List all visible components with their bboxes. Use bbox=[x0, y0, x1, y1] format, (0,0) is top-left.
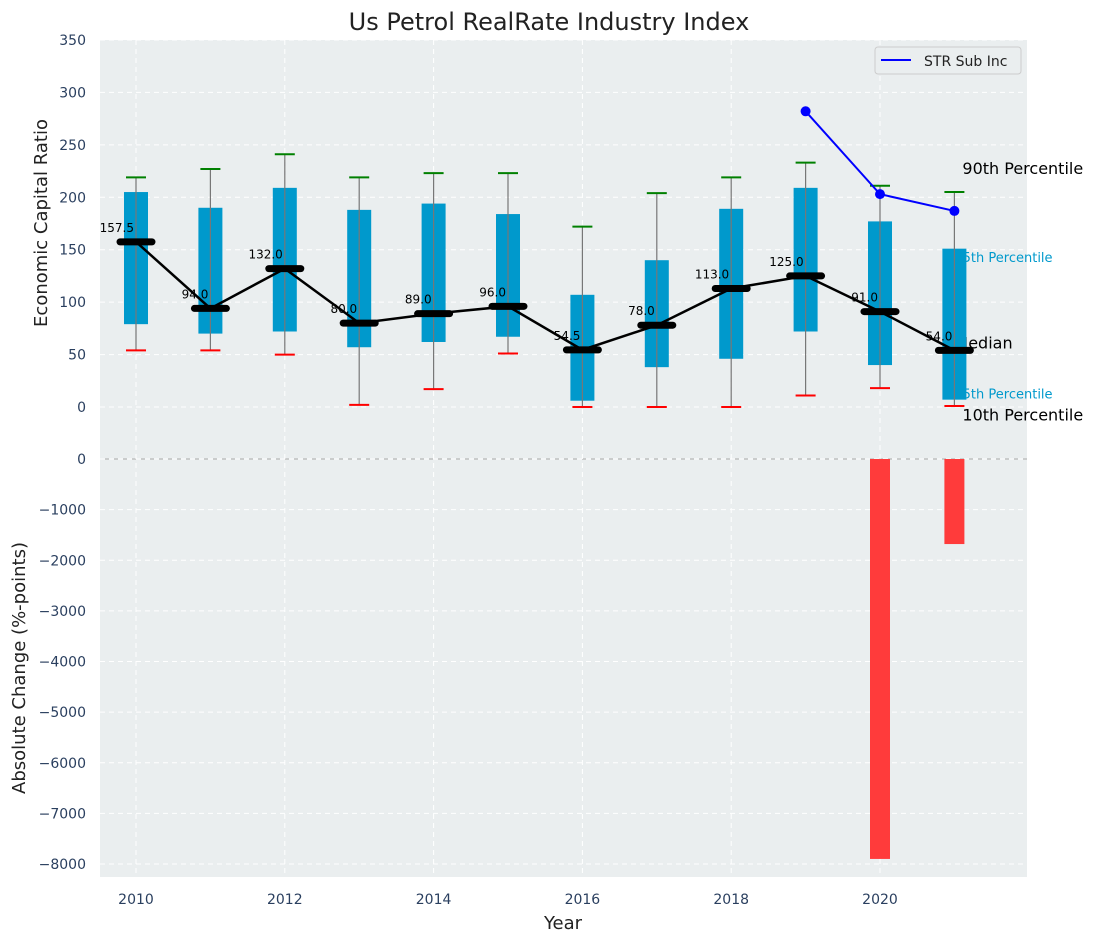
x-tick-label: 2016 bbox=[565, 892, 601, 908]
median-label-2017: 78.0 bbox=[628, 304, 655, 318]
median-label-2020: 91.0 bbox=[851, 291, 878, 305]
bottom-y-tick-label: −1000 bbox=[39, 503, 86, 519]
top-y-tick-label: 0 bbox=[77, 400, 86, 416]
bottom-y-tick-label: −5000 bbox=[39, 705, 86, 721]
annotation-75th: 75th Percentile bbox=[954, 251, 1052, 266]
median-label-2015: 96.0 bbox=[479, 285, 506, 299]
x-tick-label: 2012 bbox=[267, 892, 303, 908]
bottom-y-tick-label: −3000 bbox=[39, 604, 86, 620]
median-label-2016: 54.5 bbox=[554, 329, 581, 343]
str-point-2021 bbox=[949, 205, 960, 216]
top-y-tick-label: 150 bbox=[59, 243, 86, 259]
median-label-2018: 113.0 bbox=[695, 268, 729, 282]
top-y-tick-label: 200 bbox=[59, 190, 86, 206]
top-y-tick-label: 350 bbox=[59, 33, 86, 49]
bottom-y-tick-label: −2000 bbox=[39, 553, 86, 569]
x-tick-label: 2010 bbox=[118, 892, 154, 908]
bottom-y-tick-label: −7000 bbox=[39, 806, 86, 822]
chart-title: Us Petrol RealRate Industry Index bbox=[349, 8, 750, 36]
median-label-2014: 89.0 bbox=[405, 293, 432, 307]
x-tick-label: 2018 bbox=[713, 892, 749, 908]
bottom-y-tick-label: −6000 bbox=[39, 756, 86, 772]
median-label-2011: 94.0 bbox=[182, 287, 209, 301]
plot-gap bbox=[100, 427, 1027, 459]
annotation-10th: 10th Percentile bbox=[962, 405, 1083, 424]
str-point-2020 bbox=[875, 189, 885, 200]
annotation-25th: 25th Percentile bbox=[954, 387, 1052, 402]
bottom-y-tick-label: −4000 bbox=[39, 655, 86, 671]
top-y-tick-label: 50 bbox=[68, 348, 86, 364]
change-bar-2020 bbox=[870, 459, 890, 859]
top-y-tick-label: 100 bbox=[59, 295, 86, 311]
x-tick-label: 2020 bbox=[862, 892, 898, 908]
median-label-2012: 132.0 bbox=[248, 248, 282, 262]
x-axis-label: Year bbox=[543, 913, 583, 934]
median-line bbox=[135, 240, 955, 352]
top-y-tick-label: 250 bbox=[59, 138, 86, 154]
x-tick-label: 2014 bbox=[416, 892, 452, 908]
annotation-90th: 90th Percentile bbox=[962, 159, 1083, 178]
top-y-axis-label: Economic Capital Ratio bbox=[31, 119, 52, 327]
top-y-tick-label: 300 bbox=[59, 85, 86, 101]
bottom-y-tick-label: −8000 bbox=[39, 857, 86, 873]
legend-box bbox=[874, 46, 1022, 75]
str-point-2019 bbox=[800, 106, 811, 117]
median-label-2013: 80.0 bbox=[330, 302, 357, 316]
median-label-2019: 125.0 bbox=[769, 255, 803, 269]
median-label-2021: 54.0 bbox=[926, 329, 953, 343]
bottom-y-tick-label: 0 bbox=[77, 452, 86, 468]
bottom-y-axis-label: Absolute Change (%-points) bbox=[9, 542, 30, 794]
change-bar-2021 bbox=[944, 459, 965, 545]
median-label-2010: 157.5 bbox=[100, 221, 134, 235]
legend-label: STR Sub Inc bbox=[924, 54, 1007, 70]
